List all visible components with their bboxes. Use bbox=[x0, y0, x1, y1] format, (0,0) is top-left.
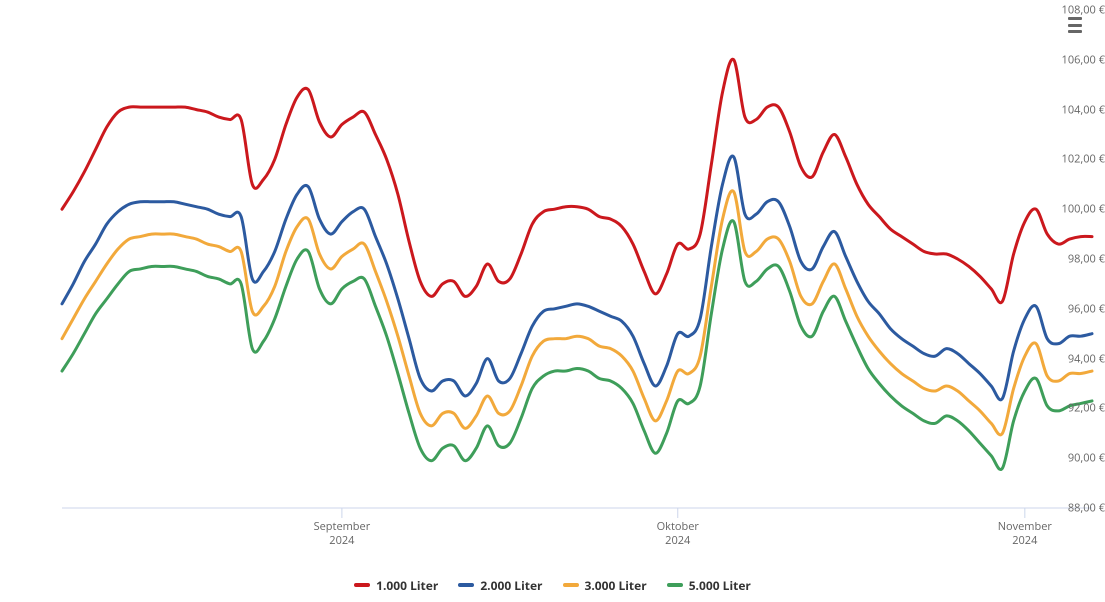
x-tick-label: Oktober2024 bbox=[657, 520, 699, 549]
legend-label: 2.000 Liter bbox=[480, 577, 542, 594]
legend-item[interactable]: 3.000 Liter bbox=[563, 577, 647, 594]
y-tick-label: 106,00 € bbox=[1051, 52, 1105, 67]
y-tick-label: 92,00 € bbox=[1051, 401, 1105, 416]
y-tick-label: 102,00 € bbox=[1051, 152, 1105, 167]
y-tick-label: 104,00 € bbox=[1051, 102, 1105, 117]
y-tick-label: 108,00 € bbox=[1051, 3, 1105, 18]
y-tick-label: 88,00 € bbox=[1051, 501, 1105, 516]
legend-item[interactable]: 1.000 Liter bbox=[354, 577, 438, 594]
legend-item[interactable]: 2.000 Liter bbox=[458, 577, 542, 594]
legend-swatch bbox=[563, 583, 579, 587]
y-tick-label: 100,00 € bbox=[1051, 202, 1105, 217]
legend-label: 5.000 Liter bbox=[689, 577, 751, 594]
legend-label: 3.000 Liter bbox=[585, 577, 647, 594]
legend-swatch bbox=[667, 583, 683, 587]
y-tick-label: 96,00 € bbox=[1051, 301, 1105, 316]
legend-swatch bbox=[458, 583, 474, 587]
y-tick-label: 94,00 € bbox=[1051, 351, 1105, 366]
y-tick-label: 90,00 € bbox=[1051, 451, 1105, 466]
legend-item[interactable]: 5.000 Liter bbox=[667, 577, 751, 594]
x-tick-label: September2024 bbox=[314, 520, 371, 549]
y-tick-label: 98,00 € bbox=[1051, 252, 1105, 267]
chart-plot-area bbox=[0, 0, 1105, 602]
x-tick-label: November2024 bbox=[998, 520, 1052, 549]
legend-label: 1.000 Liter bbox=[376, 577, 438, 594]
legend-swatch bbox=[354, 583, 370, 587]
price-chart: 88,00 € 90,00 € 92,00 € 94,00 € 96,00 € 98,00… bbox=[0, 0, 1105, 602]
chart-legend: 1.000 Liter 2.000 Liter 3.000 Liter 5.000 L… bbox=[0, 570, 1105, 594]
